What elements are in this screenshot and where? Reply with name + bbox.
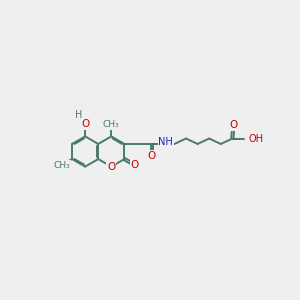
Text: O: O xyxy=(131,160,139,170)
Text: OH: OH xyxy=(248,134,263,143)
Text: CH₃: CH₃ xyxy=(103,120,120,129)
Text: O: O xyxy=(148,151,156,161)
Text: NH: NH xyxy=(158,137,173,147)
Text: O: O xyxy=(107,162,116,172)
Text: O: O xyxy=(229,120,237,130)
Text: H: H xyxy=(75,110,82,121)
Text: O: O xyxy=(81,119,89,129)
Text: CH₃: CH₃ xyxy=(53,160,70,169)
